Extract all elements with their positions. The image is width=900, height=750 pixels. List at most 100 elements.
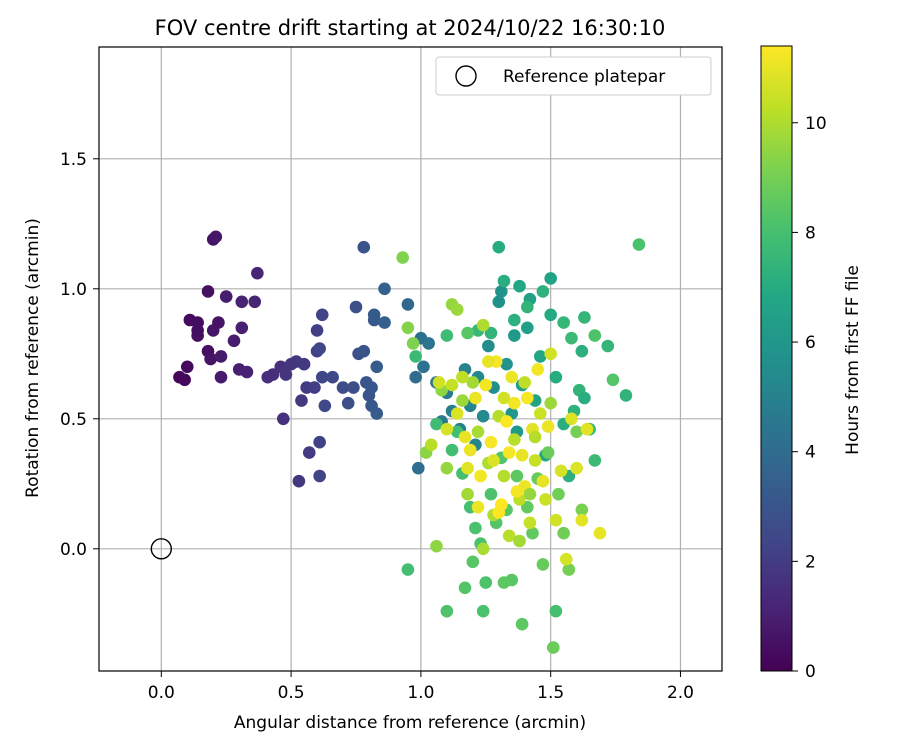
data-point: [406, 337, 420, 350]
colorbar-tick-label: 10: [805, 114, 827, 134]
data-point: [533, 350, 547, 363]
data-point: [541, 420, 555, 433]
data-point: [422, 337, 435, 350]
data-point: [458, 430, 472, 444]
data-point: [347, 381, 360, 394]
data-point: [549, 513, 563, 527]
data-point: [552, 487, 565, 501]
data-point: [476, 542, 490, 556]
data-point: [497, 274, 511, 288]
data-point: [396, 251, 410, 264]
data-point: [456, 394, 469, 407]
data-point: [508, 396, 521, 410]
data-point: [450, 407, 464, 420]
data-point: [521, 391, 534, 405]
data-point: [440, 604, 454, 618]
data-point: [469, 521, 482, 535]
data-point: [461, 326, 474, 340]
data-point: [266, 368, 280, 381]
data-point: [378, 316, 391, 329]
chart-title: FOV centre drift starting at 2024/10/22 …: [155, 16, 666, 40]
data-point: [484, 326, 498, 340]
data-point: [536, 558, 550, 571]
data-point: [549, 604, 563, 618]
data-point: [578, 391, 591, 405]
data-point: [502, 529, 516, 543]
data-point: [492, 295, 506, 309]
data-point: [378, 282, 391, 296]
data-point: [235, 321, 249, 335]
y-tick-label: 0.0: [60, 540, 87, 560]
data-point: [191, 324, 204, 337]
data-point: [479, 378, 493, 392]
data-point: [318, 399, 332, 413]
data-point: [544, 347, 557, 361]
colorbar-tick-label: 4: [805, 443, 816, 463]
data-point: [497, 576, 511, 589]
data-point: [180, 360, 194, 374]
colorbar-tick-label: 2: [805, 552, 816, 572]
data-point: [531, 363, 544, 376]
data-point: [292, 474, 306, 488]
data-point: [495, 285, 508, 298]
data-point: [541, 446, 555, 459]
data-point: [469, 391, 482, 405]
data-point: [601, 339, 615, 353]
data-point: [248, 295, 262, 309]
data-point: [492, 240, 506, 254]
data-point: [417, 360, 430, 374]
data-point: [536, 474, 550, 488]
data-point: [409, 350, 422, 363]
data-point: [349, 300, 363, 314]
data-point: [536, 285, 550, 298]
data-point: [500, 415, 513, 428]
plot-area: 0.0 0.5 1.0 1.5 2.0 0.0 0.5 1.0 1.5: [60, 46, 723, 703]
data-point: [557, 526, 570, 540]
data-point: [508, 433, 521, 446]
data-point: [474, 469, 487, 483]
data-point: [214, 350, 228, 363]
data-point: [565, 412, 578, 426]
data-point: [502, 446, 516, 459]
data-point: [632, 238, 646, 251]
x-axis-label: Angular distance from reference (arcmin): [234, 713, 586, 733]
data-point: [204, 352, 217, 366]
data-point: [219, 290, 233, 303]
data-point: [367, 308, 381, 322]
data-point: [484, 435, 498, 449]
data-point: [510, 469, 524, 483]
y-tick-label: 1.0: [60, 280, 87, 300]
data-point: [456, 370, 469, 384]
data-point: [297, 357, 311, 371]
data-point: [575, 503, 589, 517]
data-point: [497, 391, 511, 405]
data-point: [235, 295, 249, 309]
data-point: [365, 381, 378, 394]
data-point: [212, 316, 225, 329]
data-point: [575, 344, 589, 358]
data-point: [521, 321, 534, 335]
data-point: [557, 316, 570, 329]
data-point: [521, 500, 534, 514]
x-tick-label: 2.0: [667, 683, 694, 703]
data-point: [513, 279, 526, 293]
data-point: [528, 454, 542, 467]
data-point: [370, 407, 384, 420]
data-point: [302, 446, 316, 459]
data-point: [430, 539, 443, 553]
data-point: [277, 412, 290, 426]
data-point: [313, 342, 326, 355]
data-point: [450, 303, 464, 316]
data-point: [505, 370, 519, 384]
legend: Reference platepar: [435, 56, 712, 96]
data-point: [445, 443, 459, 457]
data-point: [497, 469, 511, 483]
data-point: [533, 407, 547, 420]
data-point: [251, 266, 264, 280]
data-point: [508, 329, 521, 342]
data-point: [523, 487, 537, 501]
data-point: [461, 487, 474, 501]
reference-point: [150, 538, 173, 560]
colorbar-label: Hours from first FF file: [843, 265, 863, 455]
